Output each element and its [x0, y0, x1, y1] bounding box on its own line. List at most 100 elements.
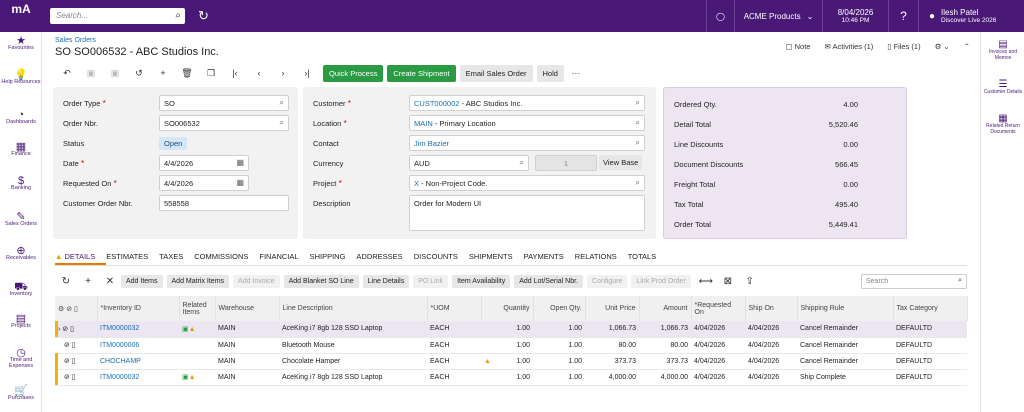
date-field[interactable]: 4/4/2026 ▦ — [159, 155, 249, 171]
view-base-button[interactable]: View Base — [599, 155, 643, 170]
tab-discounts[interactable]: DISCOUNTS — [413, 252, 458, 261]
cell[interactable]: AceKing i7 8gb 128 SSD Laptop — [279, 321, 427, 338]
calendar-icon[interactable]: ▦ — [236, 158, 244, 167]
next-icon[interactable]: › — [281, 68, 285, 78]
undo-icon[interactable]: ↺ — [135, 67, 143, 78]
item-availability-button[interactable]: Item Availability — [452, 274, 511, 288]
cell[interactable]: AceKing i7 8gb 128 SSD Laptop — [279, 369, 427, 386]
cell[interactable]: 4,000.00 — [585, 369, 639, 386]
cell[interactable]: EACH — [427, 353, 481, 370]
sidebar-item-projects[interactable]: ▤ Projects — [0, 314, 42, 330]
tab-totals[interactable]: TOTALS — [627, 252, 657, 261]
save-close-icon[interactable]: ▣ — [110, 67, 120, 78]
tab-estimates[interactable]: ESTIMATES — [106, 252, 149, 261]
tab-addresses[interactable]: ADDRESSES — [356, 252, 403, 261]
project-code-link[interactable]: X — [414, 179, 420, 188]
search-icon[interactable]: ⌕ — [635, 138, 640, 147]
quick-process-button[interactable]: Quick Process — [323, 64, 384, 82]
sidebar-item-banking[interactable]: $ Banking — [0, 176, 42, 192]
global-search-input[interactable]: Search... ⌕ — [50, 8, 185, 24]
description-field[interactable]: Order for Modern UI — [409, 195, 645, 231]
cell[interactable]: 1.00 — [533, 369, 585, 386]
note-button[interactable]: ▢ Note — [785, 42, 810, 51]
save-icon[interactable]: ▣ — [86, 67, 96, 78]
chat-icon[interactable]: ◯ — [706, 0, 734, 32]
cell[interactable]: Chocolate Hamper — [279, 353, 427, 370]
row-controls[interactable]: ⊘ ▯ — [55, 337, 97, 354]
copy-icon[interactable]: ❐ — [206, 67, 216, 78]
email-sales-order-button[interactable]: Email Sales Order — [459, 64, 533, 82]
line-details-button[interactable]: Line Details — [362, 274, 410, 288]
attachment-icon[interactable]: ⊘ — [63, 358, 70, 365]
attachment-icon[interactable]: ⊘ — [63, 374, 70, 381]
prev-icon[interactable]: ‹ — [257, 68, 261, 78]
contact-link[interactable]: Jim Bazier — [414, 139, 450, 148]
user-menu[interactable]: ● Ilesh Patel Discover Live 2026 — [918, 0, 1024, 32]
cell[interactable]: Cancel Remainder — [797, 321, 893, 338]
refresh-icon[interactable]: ↻ — [61, 275, 71, 287]
cell[interactable]: EACH — [427, 369, 481, 386]
cell[interactable]: EACH — [427, 337, 481, 354]
business-date[interactable]: 8/04/2026 10:46 PM — [822, 0, 888, 32]
inventory-id-link[interactable]: ITM0000032 — [97, 321, 179, 338]
help-icon[interactable]: ? — [888, 0, 918, 32]
back-icon[interactable]: ↶ — [63, 67, 71, 78]
row-controls[interactable]: ⊘ ▯ — [55, 353, 97, 370]
expand-icon[interactable]: › — [58, 325, 61, 333]
cell[interactable]: Bluetooth Mouse — [279, 337, 427, 354]
attachment-icon[interactable]: ⊘ — [62, 325, 69, 333]
table-row[interactable]: ⊘ ▯ ITM0000032 ▣▲ MAIN AceKing i7 8gb 12… — [55, 369, 967, 386]
cell[interactable]: 1,066.73 — [639, 321, 691, 338]
tab-commissions[interactable]: COMMISSIONS — [194, 252, 249, 261]
search-icon[interactable]: ⌕ — [279, 118, 284, 127]
cell[interactable]: 4/04/2026 — [745, 353, 797, 370]
search-icon[interactable]: ⌕ — [175, 10, 181, 21]
col-quantity[interactable]: Quantity — [481, 296, 534, 321]
related-items-icon[interactable]: ▣ — [182, 325, 189, 333]
add-matrix-items-button[interactable]: Add Matrix Items — [166, 274, 230, 288]
inventory-id-link[interactable]: ITM0000032 — [97, 369, 179, 386]
location-code-link[interactable]: MAIN — [414, 119, 433, 128]
search-icon[interactable]: ⌕ — [635, 178, 640, 187]
col-uom[interactable]: *UOM — [427, 296, 482, 321]
cell[interactable]: MAIN — [215, 321, 279, 338]
col-line-description[interactable]: Line Description — [279, 296, 428, 321]
company-selector[interactable]: ACME Products ⌄ — [734, 0, 822, 32]
rightbar-customer-details[interactable]: ☰ Customer Details — [981, 80, 1024, 96]
cell[interactable]: 80.00 — [639, 337, 691, 354]
row-controls[interactable]: ⊘ ▯ — [55, 369, 97, 386]
search-icon[interactable]: ⌕ — [279, 98, 284, 107]
tab-financial[interactable]: FINANCIAL — [259, 252, 299, 261]
cell[interactable]: 373.73 — [639, 353, 691, 370]
cell[interactable]: 1.00 — [533, 321, 585, 338]
cell[interactable]: 80.00 — [585, 337, 639, 354]
rightbar-related-returns[interactable]: ▦ Related Return Documents — [981, 114, 1024, 136]
tab-payments[interactable]: PAYMENTS — [523, 252, 564, 261]
breadcrumb[interactable]: Sales Orders — [55, 37, 96, 44]
excel-export-icon[interactable]: ⊠ — [723, 275, 732, 287]
add-lot-serial-button[interactable]: Add Lot/Serial Nbr. — [514, 274, 583, 288]
location-field[interactable]: MAIN - Primary Location ⌕ — [409, 115, 645, 131]
order-nbr-field[interactable]: SO006532 ⌕ — [159, 115, 289, 131]
attachment-icon[interactable]: ⊘ — [63, 342, 70, 349]
related-items-cell[interactable] — [179, 353, 215, 370]
cell[interactable]: 1,066.73 — [585, 321, 639, 338]
add-blanket-so-line-button[interactable]: Add Blanket SO Line — [283, 274, 359, 288]
col-unit-price[interactable]: Unit Price — [585, 296, 640, 321]
files-button[interactable]: ▯ Files (1) — [887, 42, 920, 51]
cell[interactable]: MAIN — [215, 369, 279, 386]
inventory-id-link[interactable]: CHOCHAMP — [97, 353, 179, 370]
cell[interactable]: 4/04/2026 — [691, 353, 745, 370]
sidebar-item-receivables[interactable]: ⊕ Receivables — [0, 246, 42, 262]
col-tax-category[interactable]: Tax Category — [893, 296, 968, 321]
col-shipping-rule[interactable]: Shipping Rule — [797, 296, 894, 321]
currency-field[interactable]: AUD ⌕ — [409, 155, 529, 171]
sidebar-item-time-expenses[interactable]: ◷ Time and Expenses — [0, 348, 42, 370]
sidebar-item-dashboards[interactable]: ◔ Dashboards — [0, 110, 42, 126]
cell[interactable]: 4/04/2026 — [745, 337, 797, 354]
search-icon[interactable]: ⌕ — [958, 277, 962, 284]
cell[interactable]: 4/04/2026 — [691, 321, 745, 338]
file-icon[interactable]: ▯ — [70, 325, 74, 333]
sidebar-item-finance[interactable]: ▦ Finance — [0, 142, 42, 158]
create-shipment-button[interactable]: Create Shipment — [387, 64, 456, 82]
